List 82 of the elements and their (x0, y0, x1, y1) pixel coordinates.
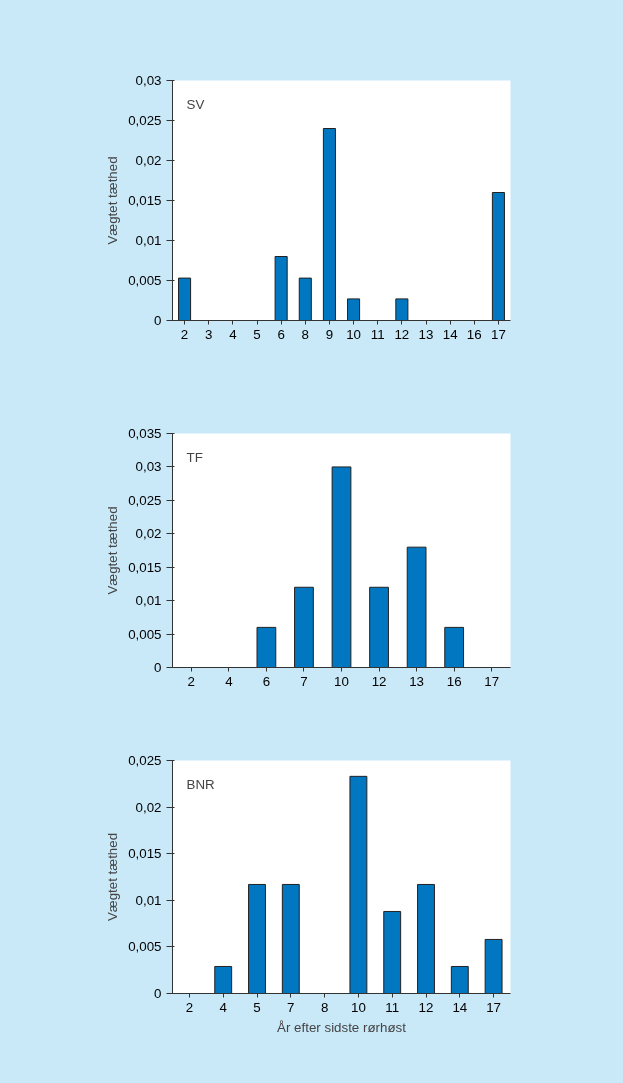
y-tick-label: 0 (154, 660, 162, 675)
y-tick-label: 0,03 (135, 73, 162, 88)
x-tick-label: 10 (350, 999, 366, 1015)
x-tick-label: 8 (301, 326, 309, 342)
y-tick-label: 0,005 (128, 273, 162, 288)
y-tick-label: 0 (154, 986, 162, 1001)
x-tick-label: 7 (300, 673, 308, 689)
x-axis-title: År efter sidste rørhøst (277, 1019, 407, 1035)
x-tick-label: 11 (370, 326, 385, 342)
y-tick-label: 0,005 (128, 939, 162, 955)
bar (331, 466, 352, 668)
bar (444, 626, 465, 668)
bar (417, 883, 435, 994)
y-tick-label: 0,005 (128, 626, 162, 642)
x-tick-label: 10 (334, 673, 349, 689)
bar (322, 128, 336, 321)
annotation: SV (186, 97, 205, 113)
x-tick-label: 12 (394, 326, 410, 342)
x-tick-label: 5 (253, 326, 261, 342)
x-tick-label: 16 (446, 673, 462, 689)
x-tick-label: 12 (418, 999, 434, 1015)
y-tick-label: 0,01 (135, 233, 162, 248)
y-tick-label: 0,02 (135, 799, 162, 815)
y-tick-label: 0,03 (135, 459, 162, 475)
x-tick-label: 14 (452, 999, 468, 1015)
x-tick-label: 4 (219, 999, 228, 1015)
x-tick-label: 13 (418, 326, 434, 342)
x-tick-label: 16 (466, 326, 482, 342)
bar (347, 298, 361, 321)
x-tick-label: 17 (484, 673, 500, 689)
bar (383, 910, 402, 994)
x-tick-label: 2 (185, 999, 194, 1015)
y-axis-title: Vægtet tæthed (105, 506, 121, 595)
annotation: TF (186, 449, 203, 465)
y-tick-label: 0,01 (135, 892, 162, 908)
bar (406, 546, 427, 668)
bar (281, 883, 300, 994)
bar (298, 277, 312, 321)
y-tick-label: 0 (154, 313, 162, 328)
y-tick-label: 0,025 (128, 492, 162, 508)
x-tick-label: 4 (225, 673, 234, 689)
bar (369, 586, 389, 668)
bar (256, 626, 277, 668)
x-tick-label: 14 (442, 326, 459, 342)
bar (294, 586, 314, 668)
x-tick-label: 3 (205, 326, 213, 342)
bar (274, 256, 288, 321)
y-tick-label: 0,035 (128, 426, 162, 441)
x-tick-label: 6 (277, 326, 285, 342)
y-tick-label: 0,015 (128, 193, 162, 208)
bar (450, 965, 469, 994)
y-tick-label: 0,015 (128, 846, 162, 862)
bar (395, 298, 409, 321)
x-tick-label: 12 (371, 673, 387, 689)
x-tick-label: 11 (385, 999, 400, 1015)
bar (178, 277, 192, 321)
y-tick-label: 0,02 (135, 153, 162, 168)
x-tick-label: 9 (325, 326, 334, 342)
x-tick-label: 8 (320, 999, 329, 1015)
x-tick-label: 4 (229, 326, 238, 342)
x-tick-label: 6 (262, 673, 271, 689)
x-tick-label: 17 (486, 999, 502, 1015)
x-tick-label: 2 (180, 326, 189, 342)
y-tick-label: 0,01 (135, 593, 162, 609)
y-tick-label: 0,025 (128, 753, 162, 768)
y-tick-label: 0,025 (128, 113, 162, 128)
bar (484, 938, 503, 994)
x-tick-label: 13 (409, 673, 425, 689)
bar (349, 775, 368, 994)
x-tick-label: 7 (287, 999, 295, 1015)
y-axis-title: Vægtet tæthed (105, 832, 121, 922)
x-tick-label: 17 (491, 326, 506, 342)
y-tick-label: 0,02 (135, 526, 162, 542)
bar (214, 965, 233, 994)
x-tick-label: 10 (346, 326, 361, 342)
bar (248, 883, 266, 994)
bar (491, 192, 505, 321)
x-tick-label: 5 (253, 999, 261, 1015)
y-tick-label: 0,015 (128, 559, 162, 575)
annotation: BNR (186, 776, 215, 792)
y-axis-title: Vægtet tæthed (105, 156, 121, 245)
x-tick-label: 2 (187, 673, 195, 689)
